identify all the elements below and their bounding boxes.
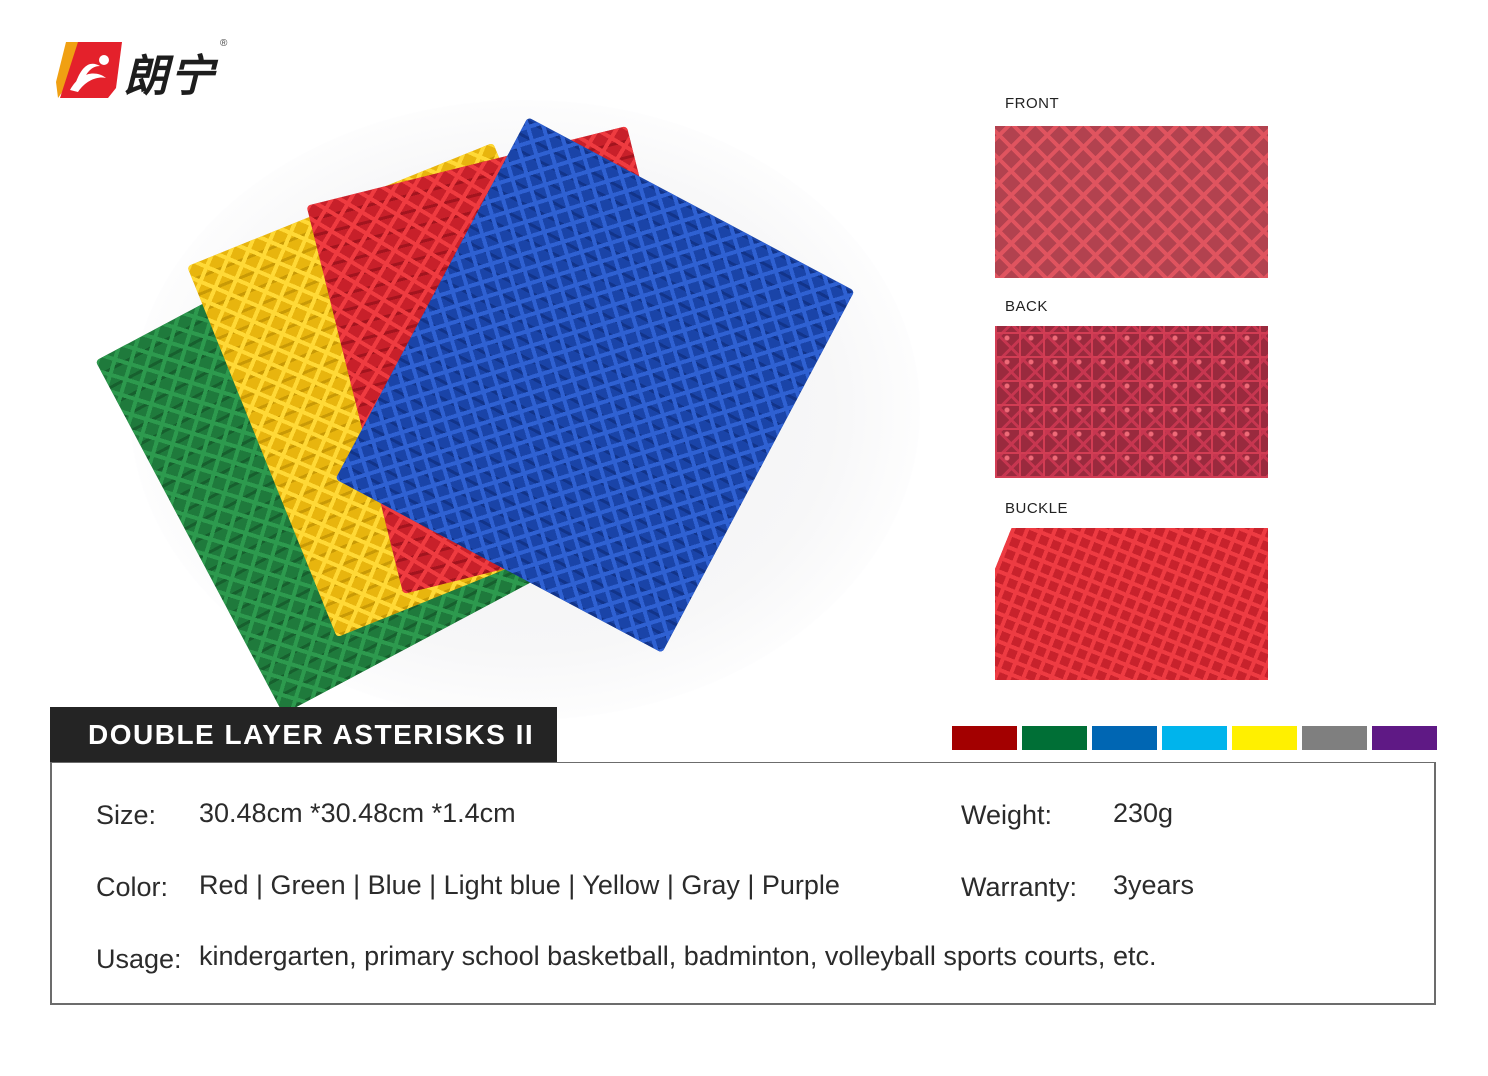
color-swatches	[952, 726, 1437, 750]
color-label: Color:	[96, 872, 169, 902]
product-hero-image	[95, 100, 920, 720]
buckle-closeup-image	[995, 528, 1268, 680]
weight-value: 230g	[1113, 798, 1174, 828]
swatch-gray	[1302, 726, 1367, 750]
brand-logo: 朗宁 ®	[56, 38, 236, 102]
usage-label: Usage:	[96, 944, 182, 974]
swatch-blue	[1092, 726, 1157, 750]
buckle-label: BUCKLE	[1005, 500, 1069, 517]
back-label: BACK	[1005, 298, 1048, 315]
swatch-green	[1022, 726, 1087, 750]
back-texture-image	[995, 326, 1268, 478]
weight-label: Weight:	[961, 800, 1053, 830]
product-title-tab: DOUBLE LAYER ASTERISKS II	[50, 707, 557, 763]
front-texture-image	[995, 126, 1268, 278]
swatch-light-blue	[1162, 726, 1227, 750]
swatch-yellow	[1232, 726, 1297, 750]
warranty-label: Warranty:	[961, 872, 1078, 902]
warranty-value: 3years	[1113, 870, 1195, 900]
buckle-mat-surface	[995, 528, 1268, 680]
front-label: FRONT	[1005, 95, 1060, 112]
swatch-purple	[1372, 726, 1437, 750]
size-label: Size:	[96, 800, 157, 830]
usage-value: kindergarten, primary school basketball,…	[199, 941, 1157, 971]
size-value: 30.48cm *30.48cm *1.4cm	[199, 798, 516, 828]
color-value: Red | Green | Blue | Light blue | Yellow…	[199, 870, 840, 900]
product-title: DOUBLE LAYER ASTERISKS II	[88, 719, 535, 750]
brand-name: 朗宁	[124, 51, 216, 102]
brand-swimmer-icon	[56, 42, 122, 98]
swatch-red	[952, 726, 1017, 750]
specs-box	[50, 762, 1436, 1005]
registered-mark: ®	[220, 38, 228, 49]
